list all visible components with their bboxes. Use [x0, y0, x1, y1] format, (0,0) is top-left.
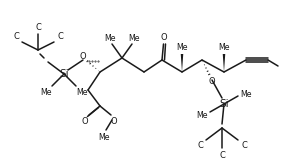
Text: Me: Me [104, 34, 116, 42]
Text: C: C [219, 150, 225, 159]
Text: Me: Me [128, 34, 140, 42]
Text: O: O [161, 33, 167, 42]
Text: C: C [241, 141, 247, 150]
Text: C: C [13, 32, 19, 41]
Text: Me: Me [98, 133, 110, 142]
Text: O: O [111, 117, 117, 125]
Text: C: C [57, 32, 63, 41]
Text: O: O [80, 51, 86, 60]
Text: Me: Me [218, 42, 230, 51]
Polygon shape [223, 54, 225, 72]
Text: Me: Me [40, 88, 52, 97]
Text: Me: Me [196, 112, 208, 121]
Text: C: C [197, 141, 203, 150]
Text: Me: Me [240, 90, 252, 99]
Text: O: O [82, 118, 88, 126]
Text: Si: Si [219, 99, 229, 109]
Polygon shape [181, 54, 183, 72]
Text: Me: Me [76, 88, 88, 97]
Text: C: C [35, 23, 41, 32]
Text: Me: Me [176, 42, 188, 51]
Text: O: O [209, 76, 215, 86]
Text: Si: Si [59, 69, 69, 79]
